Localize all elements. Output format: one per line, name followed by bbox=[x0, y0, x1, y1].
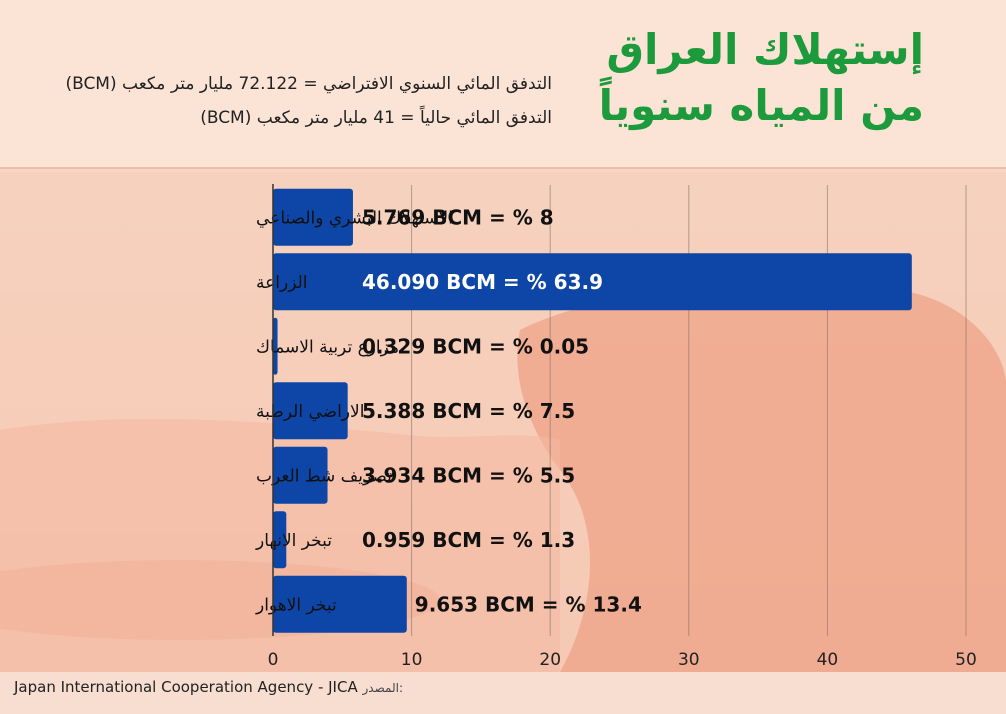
title-line-1: إستهلاك العراق bbox=[606, 25, 924, 74]
source-text: Japan International Cooperation Agency -… bbox=[14, 678, 358, 696]
bar bbox=[273, 446, 328, 504]
category-label: الزراعة bbox=[256, 273, 307, 293]
data-label: 3.934 BCM = % 5.5 bbox=[362, 463, 575, 487]
category-label: تبخر الاهوار bbox=[255, 595, 337, 615]
data-label: 9.653 BCM = % 13.4 bbox=[415, 592, 642, 616]
category-label: الاراضي الرطبة bbox=[256, 402, 364, 422]
bar bbox=[273, 382, 348, 440]
data-label: 46.090 BCM = % 63.9 bbox=[362, 270, 603, 294]
data-label: 5.388 BCM = % 7.5 bbox=[362, 399, 575, 423]
x-tick-label: 20 bbox=[539, 650, 561, 670]
x-tick-label: 40 bbox=[817, 650, 839, 670]
category-label: الاستهلاك البشري والصناعي bbox=[256, 208, 453, 228]
source-footer: Japan International Cooperation Agency -… bbox=[14, 678, 403, 696]
bar bbox=[273, 188, 353, 246]
x-tick-label: 0 bbox=[268, 650, 279, 670]
bar bbox=[273, 317, 278, 375]
bar bbox=[273, 575, 407, 633]
data-label: 0.329 BCM = % 0.05 bbox=[362, 334, 589, 358]
source-label: المصدر: bbox=[362, 681, 403, 695]
x-tick-label: 10 bbox=[401, 650, 423, 670]
category-label: مزارع تربية الاسماك bbox=[256, 337, 399, 357]
annual-flow-note: التدفق المائي السنوي الافتراضي = 72.122 … bbox=[65, 74, 552, 94]
x-tick-label: 50 bbox=[955, 650, 977, 670]
bar bbox=[273, 253, 912, 311]
title-line-2: من المياه سنوياً bbox=[598, 81, 924, 130]
category-label: تصريف شط العرب bbox=[256, 466, 392, 486]
data-label: 5.769 BCM = % 8 bbox=[362, 205, 554, 229]
chart-title: إستهلاك العراق من المياه سنوياً bbox=[594, 22, 924, 134]
current-flow-note: التدفق المائي حالياً = 41 مليار متر مكعب… bbox=[200, 108, 552, 128]
bar bbox=[273, 511, 287, 569]
x-tick-label: 30 bbox=[678, 650, 700, 670]
category-label: تبخر الانهار bbox=[255, 531, 332, 551]
data-label: 0.959 BCM = % 1.3 bbox=[362, 528, 575, 552]
